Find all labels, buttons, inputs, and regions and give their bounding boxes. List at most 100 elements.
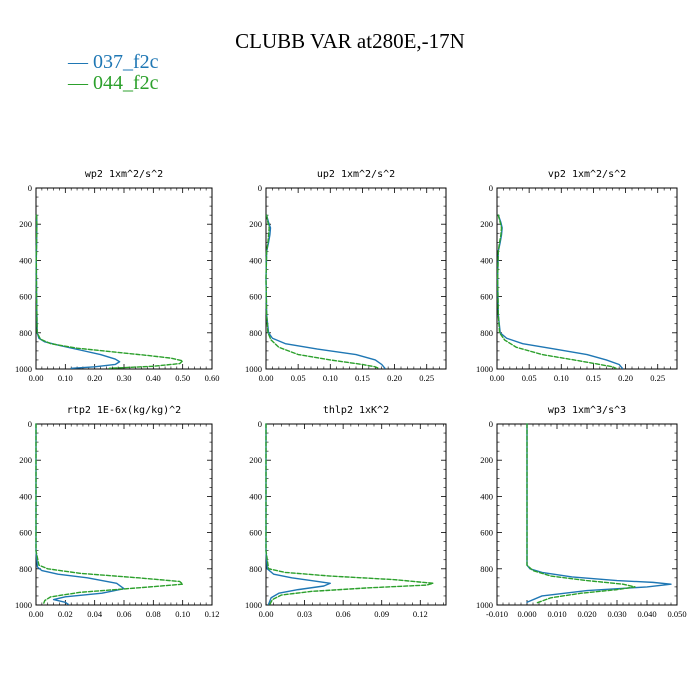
x-tick-label: 0.20 xyxy=(387,373,402,383)
x-tick-label: 0.05 xyxy=(291,373,306,383)
y-tick-label: 400 xyxy=(480,491,493,501)
y-tick-label: 400 xyxy=(480,255,493,265)
x-tick-label: 0.10 xyxy=(175,609,190,619)
series-line-044_f2c xyxy=(35,423,184,605)
x-tick-label: 0.25 xyxy=(650,373,665,383)
legend-entry: — 044_f2c xyxy=(67,72,159,94)
panel-title: wp3 1xm^3/s^3 xyxy=(548,405,626,416)
y-tick-label: 1000 xyxy=(15,600,32,610)
x-tick-label: 0.06 xyxy=(117,609,132,619)
y-tick-label: 200 xyxy=(19,219,32,229)
series-line-044_f2c xyxy=(265,423,434,605)
series-line-037_f2c xyxy=(265,214,386,369)
x-tick-label: 0.050 xyxy=(667,609,686,619)
y-tick-label: 200 xyxy=(249,455,262,465)
x-tick-label: 0.040 xyxy=(637,609,656,619)
x-tick-label: 0.10 xyxy=(554,373,569,383)
y-tick-label: 600 xyxy=(480,292,493,302)
y-tick-label: 800 xyxy=(19,564,32,574)
series-line-044_f2c xyxy=(496,214,617,369)
x-tick-label: 0.12 xyxy=(205,609,220,619)
legend-entry: — 037_f2c xyxy=(67,51,159,73)
x-tick-label: 0.09 xyxy=(374,609,389,619)
x-tick-label: 0.00 xyxy=(259,609,274,619)
y-tick-label: 1000 xyxy=(245,600,262,610)
figure-title: CLUBB VAR at280E,-17N xyxy=(235,29,465,53)
x-tick-label: 0.03 xyxy=(297,609,312,619)
x-tick-label: 0.00 xyxy=(259,373,274,383)
x-tick-label: 0.20 xyxy=(87,373,102,383)
x-tick-label: 0.15 xyxy=(355,373,370,383)
panel-title: thlp2 1xK^2 xyxy=(323,405,389,416)
y-tick-label: 200 xyxy=(480,219,493,229)
x-tick-label: 0.04 xyxy=(87,609,103,619)
plot-frame xyxy=(35,423,213,606)
x-tick-label: 0.50 xyxy=(175,373,190,383)
x-tick-label: 0.25 xyxy=(419,373,434,383)
y-tick-label: 400 xyxy=(19,491,32,501)
series-line-037_f2c xyxy=(35,423,125,605)
x-tick-label: 0.10 xyxy=(323,373,338,383)
x-tick-label: 0.00 xyxy=(29,609,44,619)
y-tick-label: 1000 xyxy=(245,364,262,374)
y-tick-label: 800 xyxy=(480,328,493,338)
x-tick-label: 0.60 xyxy=(205,373,220,383)
y-tick-label: 600 xyxy=(480,528,493,538)
series-line-037_f2c xyxy=(496,214,624,369)
x-tick-label: 0.000 xyxy=(517,609,536,619)
x-tick-label: 0.00 xyxy=(29,373,44,383)
y-tick-label: 0 xyxy=(489,183,493,193)
plot-frame xyxy=(496,187,678,370)
x-tick-label: 0.030 xyxy=(607,609,626,619)
y-tick-label: 1000 xyxy=(476,600,493,610)
y-tick-label: 200 xyxy=(480,455,493,465)
y-tick-label: 0 xyxy=(258,183,262,193)
x-tick-label: 0.12 xyxy=(413,609,428,619)
y-tick-label: 600 xyxy=(19,292,32,302)
series-line-037_f2c xyxy=(265,423,331,605)
x-tick-label: 0.010 xyxy=(547,609,566,619)
plot-frame xyxy=(35,187,213,370)
x-tick-label: 0.08 xyxy=(146,609,161,619)
y-tick-label: 0 xyxy=(489,419,493,429)
series-line-044_f2c xyxy=(35,214,184,369)
series-line-037_f2c xyxy=(35,214,121,369)
y-tick-label: 800 xyxy=(249,564,262,574)
panel-6: wp3 1xm^3/s^3 0 200 400 600 800 1000-0.010 0.00… xyxy=(476,405,687,619)
panel-title: rtp2 1E-6x(kg/kg)^2 xyxy=(67,405,181,416)
y-tick-label: 200 xyxy=(19,455,32,465)
y-tick-label: 800 xyxy=(19,328,32,338)
y-tick-label: 600 xyxy=(249,528,262,538)
y-tick-label: 0 xyxy=(258,419,262,429)
y-tick-label: 200 xyxy=(249,219,262,229)
panel-title: wp2 1xm^2/s^2 xyxy=(85,169,163,180)
x-tick-label: 0.020 xyxy=(577,609,596,619)
x-tick-label: 0.20 xyxy=(618,373,633,383)
x-tick-label: 0.06 xyxy=(336,609,351,619)
y-tick-label: 400 xyxy=(249,255,262,265)
panel-title: up2 1xm^2/s^2 xyxy=(317,169,395,180)
y-tick-label: 600 xyxy=(19,528,32,538)
y-tick-label: 400 xyxy=(249,491,262,501)
y-tick-label: 600 xyxy=(249,292,262,302)
x-tick-label: -0.010 xyxy=(486,609,508,619)
x-tick-label: 0.02 xyxy=(58,609,73,619)
x-tick-label: 0.10 xyxy=(58,373,73,383)
y-tick-label: 800 xyxy=(249,328,262,338)
x-tick-label: 0.30 xyxy=(117,373,132,383)
legend: — 037_f2c— 044_f2c xyxy=(67,51,159,94)
y-tick-label: 400 xyxy=(19,255,32,265)
x-tick-label: 0.00 xyxy=(490,373,505,383)
plot-frame xyxy=(265,187,447,370)
panel-4: rtp2 1E-6x(kg/kg)^2 0 200 400 600 800 10000.00… xyxy=(15,405,219,619)
y-tick-label: 1000 xyxy=(476,364,493,374)
y-tick-label: 1000 xyxy=(15,364,32,374)
y-tick-label: 0 xyxy=(28,183,32,193)
series-line-044_f2c xyxy=(265,214,380,369)
